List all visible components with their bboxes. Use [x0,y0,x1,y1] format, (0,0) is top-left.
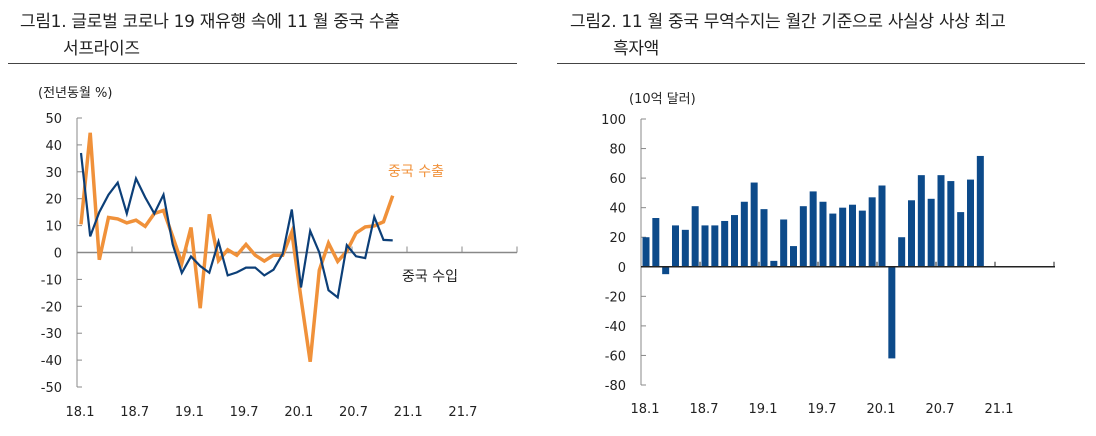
figure2-title-rule [557,63,1085,64]
x-tick-label: 18.7 [690,402,719,417]
y-tick-label: 20 [45,193,62,208]
y-tick-label: -30 [41,327,62,342]
y-tick-label: 40 [45,139,62,154]
y-tick-label: -50 [41,381,62,396]
y-tick-label: -10 [41,273,62,288]
y-tick-label: 30 [45,166,62,181]
bar [957,212,965,267]
figure2-panel: 그림2. 11 월 중국 무역수지는 월간 기준으로 사실상 사상 최고 흑자액… [548,0,1096,436]
bar [819,201,827,267]
bar [917,175,925,267]
y-tick-label: -20 [605,290,626,305]
bar [662,266,670,275]
y-tick-label: 0 [618,261,626,276]
bar [780,219,788,267]
bar [849,204,856,267]
x-tick-label: 19.7 [808,402,837,417]
x-tick-label: 19.1 [749,402,778,417]
bar [790,246,797,267]
x-tick-label: 18.1 [66,405,95,420]
x-tick-label: 20.1 [867,402,896,417]
export-series-label: 중국 수출 [388,164,444,180]
y-tick-label: 60 [609,172,626,187]
y-tick-label: 100 [601,113,626,128]
figure1-unit-label: (전년동월 %) [38,86,113,101]
bar [908,200,915,267]
y-tick-label: -40 [605,320,626,335]
figure1-title-rule [8,63,517,64]
bar [976,155,984,267]
y-tick-label: -40 [41,354,62,369]
x-tick-label: 18.7 [120,405,149,420]
y-tick-label: 0 [54,247,62,262]
x-tick-label: 20.7 [926,402,955,417]
y-tick-label: -60 [605,349,626,364]
figure1-title-line1: 그림1. 글로벌 코로나 19 재유행 속에 11 월 중국 수출 [20,12,400,32]
bar [937,175,945,267]
y-tick-label: 40 [609,202,626,217]
bar [760,209,768,267]
bar [898,237,906,267]
bar [652,218,660,267]
y-tick-label: 20 [609,231,626,246]
figure2-title-line2: 흑자액 [613,39,660,59]
bar [858,210,866,267]
x-tick-label: 20.7 [339,405,368,420]
bar [642,237,650,267]
y-tick-label: 50 [45,112,62,127]
bar [947,181,955,267]
x-tick-label: 21.1 [985,402,1014,417]
x-tick-label: 19.7 [230,405,259,420]
bar [967,179,974,267]
x-tick-label: 21.7 [448,405,477,420]
bar [888,266,896,359]
bar [750,182,758,267]
y-tick-label: -80 [605,379,626,394]
bar [829,213,837,267]
bar [701,225,709,267]
x-tick-label: 19.1 [175,405,204,420]
x-tick-label: 20.1 [284,405,313,420]
figure1-title-line2: 서프라이즈 [63,39,140,59]
bar [691,206,699,267]
import-series-label: 중국 수입 [402,269,458,285]
bar [731,215,738,267]
bar [809,191,817,267]
bar [711,225,719,267]
figure1-panel: 그림1. 글로벌 코로나 19 재유행 속에 11 월 중국 수출 서프라이즈 … [0,0,540,436]
bar [721,220,729,267]
bar [770,260,778,267]
bar [878,185,886,267]
x-tick-label: 18.1 [631,402,660,417]
x-tick-label: 21.1 [394,405,423,420]
bar [681,229,689,267]
bar [740,201,748,267]
bar [799,206,807,267]
bar [839,207,847,267]
y-tick-label: -20 [41,300,62,315]
figure2-title-line1: 그림2. 11 월 중국 무역수지는 월간 기준으로 사실상 사상 최고 [570,12,1006,32]
bar [868,197,876,267]
bar [672,225,679,267]
y-tick-label: 10 [45,220,62,235]
figure1-line-chart: 50 40 30 20 10 0 -10 -20 -30 -40 -50 18.1 18.7 19.1 19… [41,112,518,420]
figure2-unit-label: (10억 달러) [629,92,696,107]
y-tick-label: 80 [609,143,626,158]
bar [927,198,935,267]
